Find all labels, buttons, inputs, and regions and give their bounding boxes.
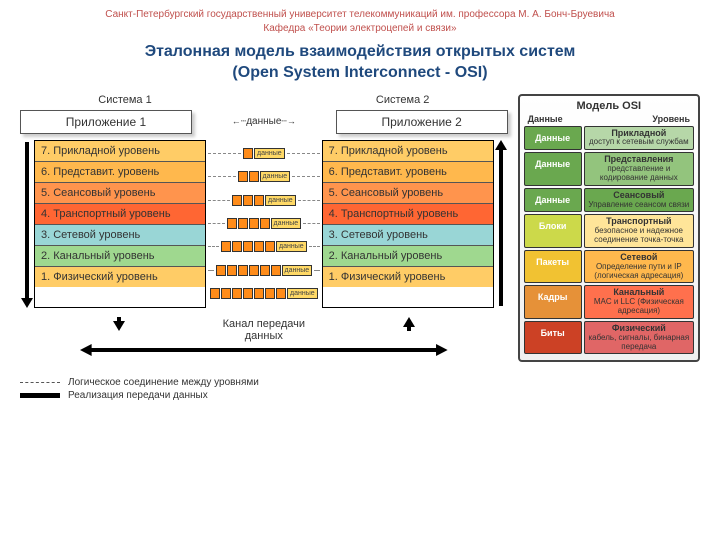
layer-row: 4. Транспортный уровень [35,204,205,225]
legend-dash-icon [20,382,60,383]
layer-row: 1. Физический уровень [323,267,493,287]
sidebar-data-cell: Пакеты [524,250,582,283]
sidebar-row: ДанныеСеансовыйУправление сеансом связи [524,188,694,213]
sidebar-data-cell: Данные [524,152,582,185]
title-line1: Эталонная модель взаимодействия открытых… [20,42,700,63]
pdu-row: данные [206,195,322,206]
legend-solid-icon [20,393,60,398]
stacks: 7. Прикладной уровень6. Представит. уров… [20,140,508,308]
sidebar-row: ДанныеПрикладнойдоступ к сетевым службам [524,126,694,151]
system2-label: Система 2 [318,94,488,106]
layer-row: 5. Сеансовый уровень [323,183,493,204]
legend: Логическое соединение между уровнями Реа… [20,377,508,401]
sidebar-data-cell: Блоки [524,214,582,247]
pdu-row: данные [206,265,322,276]
bottom-channel: Канал передачи данных [204,318,324,342]
layer-row: 4. Транспортный уровень [323,204,493,225]
pdu-row: данные [206,171,322,182]
sidebar-level-cell: Физическийкабель, сигналы, бинарная пере… [584,321,694,354]
arrow-up [494,140,508,308]
layer-row: 2. Канальный уровень [323,246,493,267]
layer-row: 7. Прикладной уровень [35,141,205,162]
layer-row: 5. Сеансовый уровень [35,183,205,204]
pdu-row: данные [206,241,322,252]
apps-channel: ←┄данные┄→ [192,116,336,127]
app2-box: Приложение 2 [336,110,508,134]
sidebar-level-cell: Транспортныйбезопасное и надежное соедин… [584,214,694,247]
system1-label: Система 1 [40,94,210,106]
sidebar-data-cell: Данные [524,126,582,151]
sidebar-hdr-data: Данные [528,114,563,124]
sidebar-level-cell: Представленияпредставление и кодирование… [584,152,694,185]
layer-row: 7. Прикладной уровень [323,141,493,162]
layer-row: 2. Канальный уровень [35,246,205,267]
sidebar-level-cell: СеансовыйУправление сеансом связи [584,188,694,213]
sidebar-row: БлокиТранспортныйбезопасное и надежное с… [524,214,694,247]
layer-row: 6. Представит. уровень [323,162,493,183]
osi-sidebar: Модель OSI ДанныеУровень ДанныеПрикладно… [518,94,700,363]
sidebar-hdr-level: Уровень [652,114,690,124]
pdu-row: данные [206,218,322,229]
sidebar-title: Модель OSI [524,100,694,112]
sidebar-row: БитыФизическийкабель, сигналы, бинарная … [524,321,694,354]
stack-left: 7. Прикладной уровень6. Представит. уров… [34,140,206,308]
layer-row: 1. Физический уровень [35,267,205,287]
layer-row: 3. Сетевой уровень [323,225,493,246]
sidebar-row: ПакетыСетевойОпределение пути и IP (логи… [524,250,694,283]
title-line2: (Open System Interconnect - OSI) [20,63,700,84]
sidebar-data-cell: Биты [524,321,582,354]
arrow-down [20,140,34,308]
header-line2: Кафедра «Теории электроцепей и связи» [20,22,700,36]
pdu-row: данные [206,288,322,299]
header: Санкт-Петербургский государственный унив… [20,8,700,36]
sidebar-row: КадрыКанальныйMAC и LLC (Физическая адре… [524,285,694,318]
page-title: Эталонная модель взаимодействия открытых… [20,42,700,84]
pdu-row: данные [206,148,322,159]
header-line1: Санкт-Петербургский государственный унив… [20,8,700,22]
sidebar-row: ДанныеПредставленияпредставление и кодир… [524,152,694,185]
sidebar-data-cell: Кадры [524,285,582,318]
sidebar-level-cell: Прикладнойдоступ к сетевым службам [584,126,694,151]
layer-row: 3. Сетевой уровень [35,225,205,246]
app1-box: Приложение 1 [20,110,192,134]
legend-dash-label: Логическое соединение между уровнями [68,377,259,388]
stack-right: 7. Прикладной уровень6. Представит. уров… [322,140,494,308]
sidebar-data-cell: Данные [524,188,582,213]
legend-solid-label: Реализация передачи данных [68,390,208,401]
pdu-column: данные данные данные данные данные данные данн… [206,140,322,308]
layer-row: 6. Представит. уровень [35,162,205,183]
osi-diagram: Система 1 Система 2 Приложение 1 ←┄данны… [20,94,508,403]
sidebar-level-cell: КанальныйMAC и LLC (Физическая адресация… [584,285,694,318]
sidebar-level-cell: СетевойОпределение пути и IP (логическая… [584,250,694,283]
